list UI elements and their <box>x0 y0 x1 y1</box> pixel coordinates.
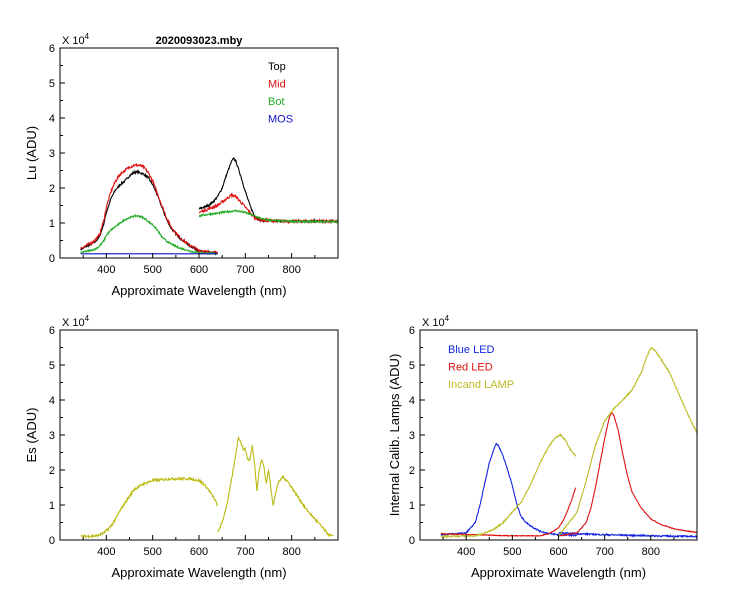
y-axis-label: Internal Calib. Lamps (ADU) <box>387 354 402 517</box>
y-tick-label: 4 <box>49 113 55 125</box>
y-tick-label: 1 <box>409 500 415 512</box>
legend-entry-top: Top <box>268 61 286 73</box>
y-axis-label: Lu (ADU) <box>24 126 39 180</box>
y-tick-label: 4 <box>409 395 415 407</box>
y-tick-label: 3 <box>49 430 55 442</box>
x-tick-label: 600 <box>190 264 208 276</box>
y-tick-label: 0 <box>49 253 55 265</box>
series-line-incand-lamp-seg1 <box>557 347 697 538</box>
x-tick-label: 400 <box>457 546 475 558</box>
y-tick-label: 0 <box>49 535 55 547</box>
series-line-es-seg1 <box>217 435 334 538</box>
y-tick-label: 2 <box>409 465 415 477</box>
y-tick-label: 1 <box>49 500 55 512</box>
series-line-bot-seg0 <box>80 214 218 256</box>
chart-title: 2020093023.mby <box>156 35 244 47</box>
x-tick-label: 400 <box>97 546 115 558</box>
series-line-incand-lamp-seg0 <box>440 433 577 539</box>
series-line-mid-seg1 <box>198 192 338 225</box>
series-line-blue-led-seg0 <box>440 442 578 538</box>
series-line-mid-seg0 <box>80 163 219 255</box>
x-axis-label: Approximate Wavelength (nm) <box>111 283 286 298</box>
series-line-es-seg0 <box>80 476 219 539</box>
y-tick-label: 0 <box>409 535 415 547</box>
x-tick-label: 500 <box>503 546 521 558</box>
legend-entry-mid: Mid <box>268 79 286 91</box>
y-tick-label: 1 <box>49 218 55 230</box>
series-line-red-led-seg0 <box>440 487 577 537</box>
chart-lamps: 400 500 600 700 800 0 1 2 3 4 5 6 X 104 Approximate W… <box>387 314 698 580</box>
y-tick-label: 4 <box>49 395 55 407</box>
x-tick-label: 700 <box>236 546 254 558</box>
series-line-blue-led-seg1 <box>558 531 697 539</box>
chart-es: 400 500 600 700 800 0 1 2 3 4 5 6 X 104 Approximate W… <box>24 314 339 580</box>
legend-entry-incand-lamp: Incand LAMP <box>448 379 514 391</box>
legend-entry-red-led: Red LED <box>448 362 493 374</box>
y-multiplier: X 104 <box>62 32 90 47</box>
x-tick-label: 800 <box>282 546 300 558</box>
x-axis-label: Approximate Wavelength (nm) <box>471 565 646 580</box>
y-tick-label: 2 <box>49 465 55 477</box>
x-tick-label: 700 <box>595 546 613 558</box>
plot-frame <box>59 329 339 541</box>
series-line-bot-seg1 <box>198 208 338 225</box>
series-line-red-led-seg1 <box>558 411 697 537</box>
series-line-top-seg0 <box>80 169 218 256</box>
series-group <box>80 435 334 539</box>
legend-entry-mos: MOS <box>268 114 293 126</box>
series-group <box>80 157 338 256</box>
y-axis-label: Es (ADU) <box>24 408 39 463</box>
legend-entry-blue-led: Blue LED <box>448 344 495 356</box>
x-tick-label: 500 <box>143 546 161 558</box>
y-tick-label: 5 <box>49 360 55 372</box>
y-multiplier: X 104 <box>422 314 450 329</box>
y-tick-label: 2 <box>49 183 55 195</box>
y-tick-label: 5 <box>409 360 415 372</box>
x-tick-label: 700 <box>236 264 254 276</box>
x-tick-label: 800 <box>282 264 300 276</box>
y-tick-label: 3 <box>409 430 415 442</box>
x-tick-label: 400 <box>97 264 115 276</box>
y-tick-label: 6 <box>49 43 55 55</box>
legend-entry-bot: Bot <box>268 96 285 108</box>
y-tick-label: 5 <box>49 78 55 90</box>
series-group <box>440 347 697 539</box>
x-tick-label: 600 <box>190 546 208 558</box>
x-tick-label: 500 <box>143 264 161 276</box>
y-tick-label: 6 <box>409 325 415 337</box>
y-multiplier: X 104 <box>62 314 90 329</box>
y-tick-label: 6 <box>49 325 55 337</box>
chart-lu: 400 500 600 700 800 0 1 2 3 4 5 6 X 104 2020093023.mb… <box>24 32 339 298</box>
x-tick-label: 600 <box>549 546 567 558</box>
x-tick-label: 800 <box>642 546 660 558</box>
y-tick-label: 3 <box>49 148 55 160</box>
x-axis-label: Approximate Wavelength (nm) <box>111 565 286 580</box>
